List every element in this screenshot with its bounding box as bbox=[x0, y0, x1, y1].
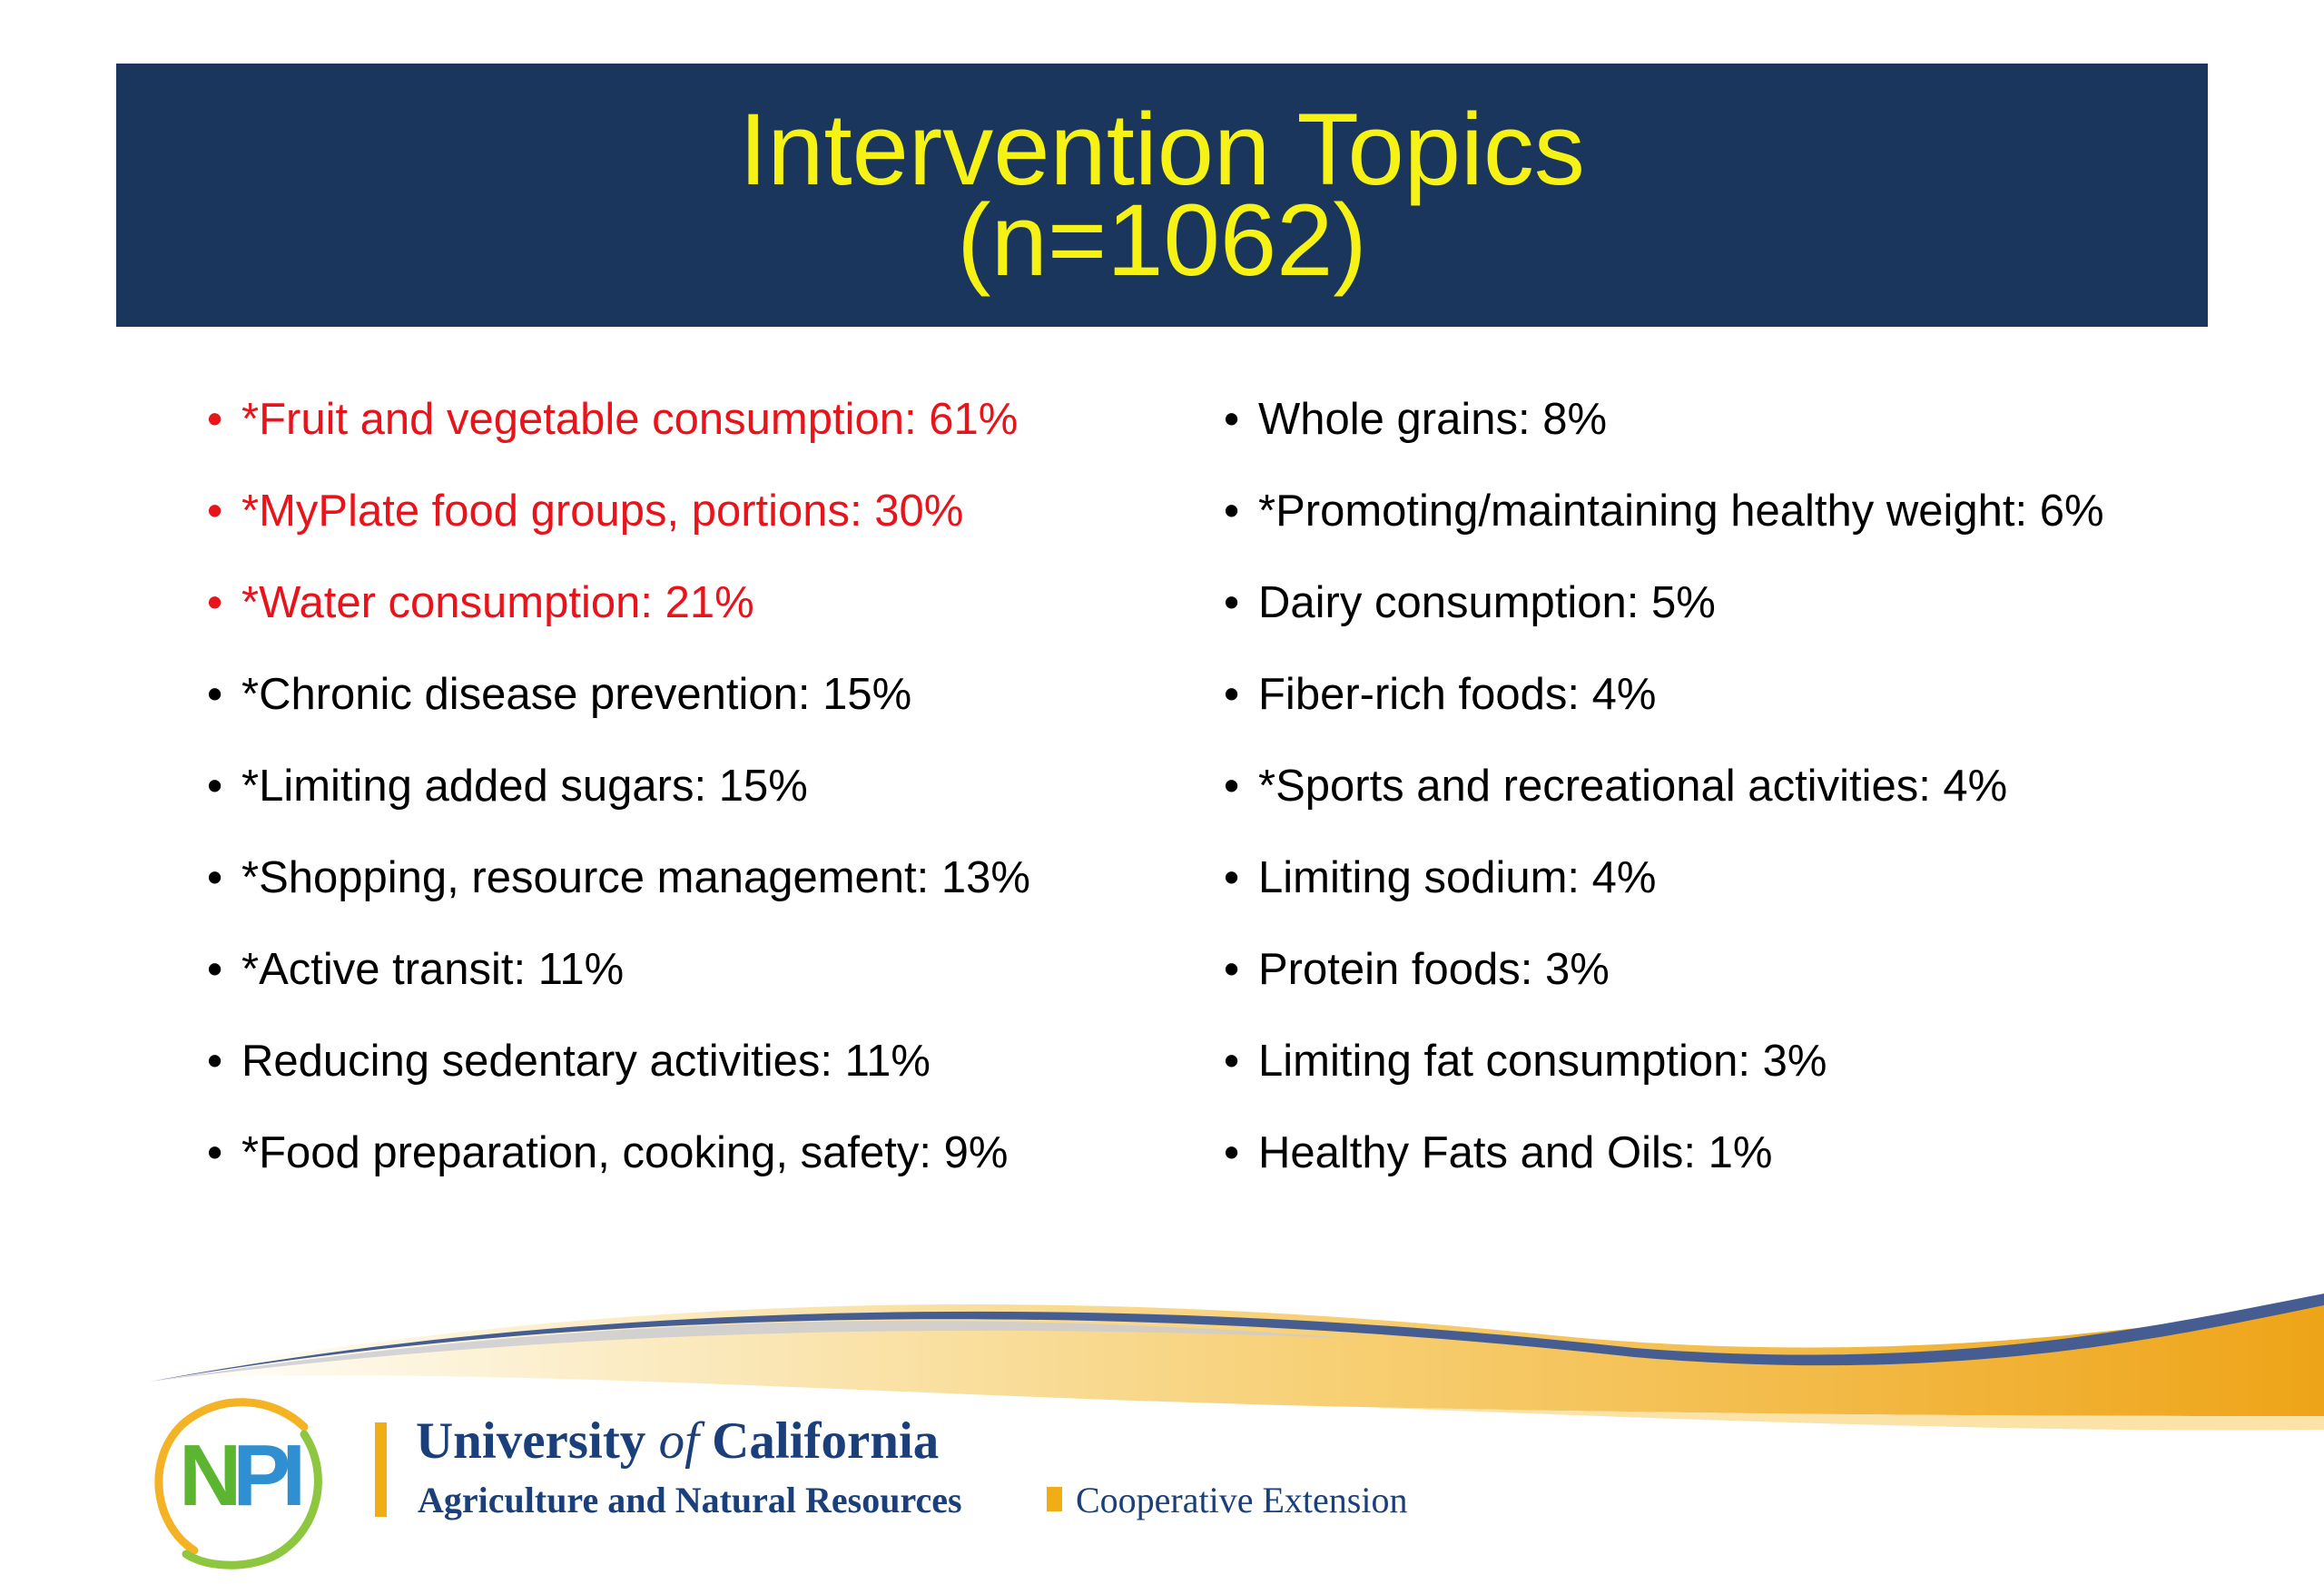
topic-item: • Reducing sedentary activities: 11% bbox=[207, 1032, 1206, 1124]
topic-label: *Chronic disease prevention: 15% bbox=[241, 670, 912, 719]
topic-item: • Limiting fat consumption: 3% bbox=[1224, 1032, 2240, 1124]
topic-item: • *Chronic disease prevention: 15% bbox=[207, 665, 1206, 757]
bullet-icon: • bbox=[207, 853, 223, 902]
bullet-icon: • bbox=[1224, 670, 1240, 719]
topic-list-left: • *Fruit and vegetable consumption: 61% •… bbox=[207, 390, 1206, 1215]
bullet-icon: • bbox=[1224, 853, 1240, 902]
npi-logo-text: NPI bbox=[179, 1427, 300, 1524]
topic-label: *Promoting/maintaining healthy weight: 6… bbox=[1258, 487, 2104, 536]
topic-item: • *Limiting added sugars: 15% bbox=[207, 757, 1206, 849]
topic-item: • *MyPlate food groups, portions: 30% bbox=[207, 482, 1206, 574]
topic-item: • Limiting sodium: 4% bbox=[1224, 849, 2240, 940]
topic-label: *Food preparation, cooking, safety: 9% bbox=[241, 1128, 1009, 1177]
bullet-icon: • bbox=[1224, 762, 1240, 811]
bullet-icon: • bbox=[1224, 1037, 1240, 1086]
topic-item: • *Sports and recreational activities: 4% bbox=[1224, 757, 2240, 849]
bullet-icon: • bbox=[207, 1037, 223, 1086]
topic-label: Limiting sodium: 4% bbox=[1258, 853, 1657, 902]
topic-item: • Healthy Fats and Oils: 1% bbox=[1224, 1124, 2240, 1215]
topic-item: • Dairy consumption: 5% bbox=[1224, 574, 2240, 665]
topic-label: *Shopping, resource management: 13% bbox=[241, 853, 1030, 902]
topic-label: Healthy Fats and Oils: 1% bbox=[1258, 1128, 1773, 1177]
bullet-icon: • bbox=[207, 1128, 223, 1177]
topic-list-right: • Whole grains: 8% • *Promoting/maintainin… bbox=[1224, 390, 2240, 1215]
bullet-icon: • bbox=[1224, 395, 1240, 444]
slide-title: Intervention Topics bbox=[739, 93, 1585, 206]
topic-item: • *Water consumption: 21% bbox=[207, 574, 1206, 665]
topic-label: Fiber-rich foods: 4% bbox=[1258, 670, 1657, 719]
topic-item: • *Active transit: 11% bbox=[207, 940, 1206, 1032]
topic-label: *MyPlate food groups, portions: 30% bbox=[241, 487, 964, 536]
topic-item: • Protein foods: 3% bbox=[1224, 940, 2240, 1032]
topic-label: *Active transit: 11% bbox=[241, 945, 625, 994]
topic-item: • Fiber-rich foods: 4% bbox=[1224, 665, 2240, 757]
topic-item: • Whole grains: 8% bbox=[1224, 390, 2240, 482]
bullet-icon: • bbox=[207, 762, 223, 811]
topic-label: *Fruit and vegetable consumption: 61% bbox=[241, 395, 1019, 444]
topic-label: Protein foods: 3% bbox=[1258, 945, 1610, 994]
bullet-icon: • bbox=[207, 395, 223, 444]
bullet-icon: • bbox=[207, 578, 223, 627]
uc-university-name: University of California bbox=[416, 1412, 940, 1470]
uc-division-name: Agriculture and Natural Resources bbox=[418, 1480, 962, 1520]
uc-gold-bar bbox=[375, 1422, 387, 1517]
uc-gold-square bbox=[1047, 1487, 1062, 1511]
npi-logo: NPI bbox=[154, 1398, 322, 1569]
topic-item: • *Shopping, resource management: 13% bbox=[207, 849, 1206, 940]
slide-subtitle: (n=1062) bbox=[957, 183, 1367, 297]
bullet-icon: • bbox=[1224, 1128, 1240, 1177]
uc-cooperative-extension: Cooperative Extension bbox=[1076, 1480, 1408, 1520]
topic-item: • *Food preparation, cooking, safety: 9% bbox=[207, 1124, 1206, 1215]
topic-item: • *Promoting/maintaining healthy weight: … bbox=[1224, 482, 2240, 574]
topic-label: Whole grains: 8% bbox=[1258, 395, 1608, 444]
topic-item: • *Fruit and vegetable consumption: 61% bbox=[207, 390, 1206, 482]
topic-label: Limiting fat consumption: 3% bbox=[1258, 1037, 1827, 1086]
bullet-icon: • bbox=[207, 487, 223, 536]
topic-label: Reducing sedentary activities: 11% bbox=[241, 1037, 931, 1086]
bullet-icon: • bbox=[1224, 578, 1240, 627]
bullet-icon: • bbox=[1224, 945, 1240, 994]
topic-label: *Water consumption: 21% bbox=[241, 578, 754, 627]
topic-label: Dairy consumption: 5% bbox=[1258, 578, 1716, 627]
title-banner: Intervention Topics (n=1062) bbox=[116, 64, 2208, 327]
bullet-icon: • bbox=[1224, 487, 1240, 536]
footer-swoosh bbox=[145, 1294, 2324, 1431]
topic-label: *Sports and recreational activities: 4% bbox=[1258, 762, 2008, 811]
bullet-icon: • bbox=[207, 670, 223, 719]
bullet-icon: • bbox=[207, 945, 223, 994]
topic-label: *Limiting added sugars: 15% bbox=[241, 762, 808, 811]
